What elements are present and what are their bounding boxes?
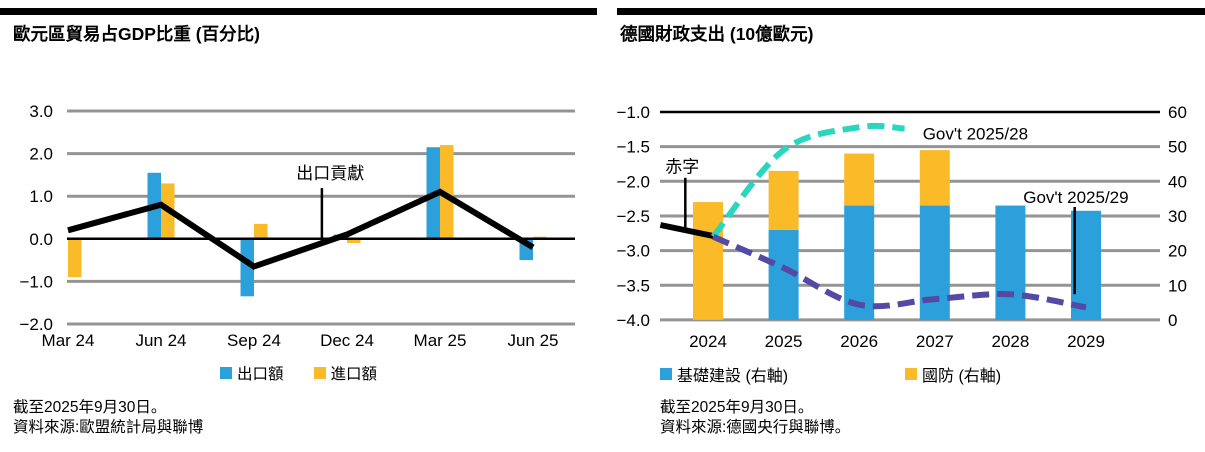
line-赤字 <box>659 222 714 239</box>
annotation-Gov't 2025/28: Gov't 2025/28 <box>923 125 1028 144</box>
left-tick-label: −2.5 <box>616 207 650 226</box>
bar-進口額-Mar 24 <box>68 238 82 278</box>
left-tick-label: −4.0 <box>616 311 650 330</box>
left-tick-label: −3.5 <box>616 276 650 295</box>
y-tick-label: −2.0 <box>19 315 53 334</box>
legend-item-infrastructure: 基礎建設 (右軸) <box>660 362 788 386</box>
defense-label: 國防 (右軸) <box>922 368 1002 385</box>
exports-label: 出口額 <box>236 366 284 383</box>
right-source: 資料來源:德國央行與聯博。 <box>660 419 851 436</box>
y-tick-label: 1.0 <box>29 187 53 206</box>
right-tick-label: 50 <box>1168 138 1187 157</box>
right-tick-label: 40 <box>1168 172 1187 191</box>
legend-item-exports: 出口額 <box>219 362 284 384</box>
x-tick-label: 2026 <box>840 332 878 351</box>
bar-進口額-Dec 24 <box>347 238 361 244</box>
left-tick-label: −1.0 <box>616 103 650 122</box>
defense-swatch <box>905 368 917 380</box>
infrastructure-swatch <box>660 368 672 380</box>
right-tick-label: 10 <box>1168 276 1187 295</box>
bar-出口額-Sep 24 <box>240 238 254 297</box>
right-chart-title: 德國財政支出 (10億歐元) <box>620 24 814 44</box>
export-contribution-line <box>67 188 535 270</box>
x-tick-label: Jun 25 <box>507 331 558 350</box>
bar-infrastructure-2028 <box>995 205 1026 320</box>
right-title-rule <box>617 8 1205 15</box>
germany-fiscal-chart: −1.0 −1.5 −2.0 −2.5 −3.0 −3.5 −4.0 60 50 40 30 20 10… <box>616 103 1187 351</box>
x-tick-label: 2027 <box>916 332 954 351</box>
left-tick-label: −3.0 <box>616 242 650 261</box>
bar-defense-2027 <box>919 150 950 206</box>
left-chart-legend: 出口額 進口額 <box>0 362 597 384</box>
right-chart-footnote: 截至2025年9月30日。 資料來源:德國央行與聯博。 <box>660 398 850 438</box>
x-tick-label: Mar 25 <box>414 331 467 350</box>
left-asof-date: 截至2025年9月30日。 <box>13 399 167 416</box>
bar-進口額-Sep 24 <box>254 223 268 239</box>
x-tick-label: Dec 24 <box>320 331 374 350</box>
right-tick-label: 60 <box>1168 103 1187 122</box>
left-source: 資料來源:歐盟統計局與聯博 <box>13 419 204 436</box>
left-chart-title: 歐元區貿易占GDP比重 (百分比) <box>13 24 260 44</box>
left-tick-label: −1.5 <box>616 138 650 157</box>
annotation-赤字: 赤字 <box>665 157 699 176</box>
x-tick-label: 2024 <box>689 332 727 351</box>
imports-label: 進口額 <box>330 366 378 383</box>
bar-infrastructure-2029 <box>1071 210 1101 320</box>
left-title-rule <box>0 8 597 15</box>
y-tick-label: 3.0 <box>29 102 53 121</box>
right-tick-label: 30 <box>1168 207 1187 226</box>
annotation-export-contribution: 出口貢獻 <box>296 164 364 183</box>
x-tick-label: Jun 24 <box>135 331 186 350</box>
legend-item-defense: 國防 (右軸) <box>905 362 1001 386</box>
x-tick-label: 2025 <box>765 332 803 351</box>
y-tick-label: 2.0 <box>29 145 53 164</box>
line-Gov't 2025/28 <box>710 122 905 239</box>
imports-swatch <box>313 367 326 379</box>
right-asof-date: 截至2025年9月30日。 <box>660 399 814 416</box>
bar-defense-2025 <box>768 170 799 230</box>
right-tick-label: 20 <box>1168 242 1187 261</box>
left-tick-label: −2.0 <box>616 172 650 191</box>
exports-swatch <box>219 367 232 379</box>
annotation-Gov't 2025/29: Gov't 2025/29 <box>1023 188 1128 207</box>
x-tick-label: Mar 24 <box>42 331 95 350</box>
left-chart-footnote: 截至2025年9月30日。 資料來源:歐盟統計局與聯博 <box>13 398 203 438</box>
x-tick-label: 2028 <box>991 332 1029 351</box>
bar-defense-2026 <box>844 153 875 206</box>
infrastructure-label: 基礎建設 (右軸) <box>677 368 789 385</box>
y-tick-label: −1.0 <box>19 272 53 291</box>
bar-defense-2024 <box>693 202 723 320</box>
legend-item-imports: 進口額 <box>313 362 378 384</box>
right-tick-label: 0 <box>1168 311 1177 330</box>
y-tick-label: 0.0 <box>29 230 53 249</box>
bar-進口額-Mar 25 <box>440 145 454 239</box>
x-tick-label: 2029 <box>1067 332 1105 351</box>
x-tick-label: Sep 24 <box>227 331 281 350</box>
